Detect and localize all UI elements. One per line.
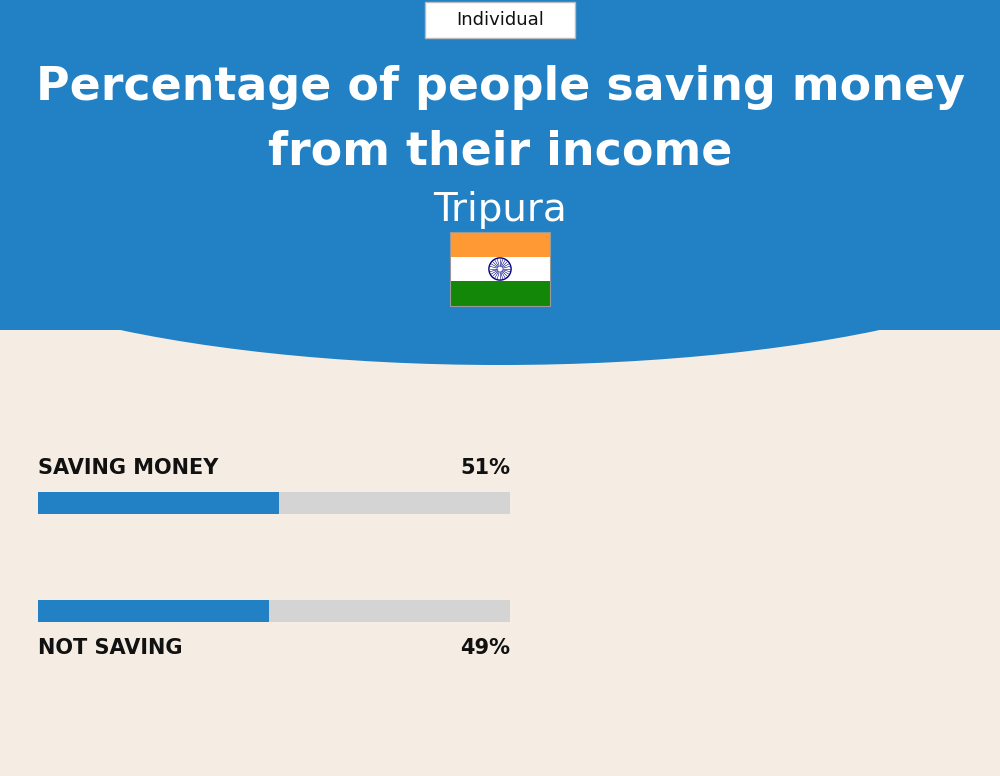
Bar [38, 492, 510, 514]
Bar [0, 0, 1000, 330]
Text: Individual: Individual [456, 11, 544, 29]
FancyBboxPatch shape [425, 2, 575, 38]
Text: Tripura: Tripura [433, 191, 567, 229]
Text: 49%: 49% [460, 638, 510, 658]
Bar [38, 600, 510, 622]
Ellipse shape [0, 55, 1000, 365]
Text: Percentage of people saving money: Percentage of people saving money [36, 65, 964, 110]
Bar [450, 232, 550, 257]
Bar [38, 600, 269, 622]
Text: 51%: 51% [460, 458, 510, 478]
Text: from their income: from their income [268, 130, 732, 175]
Bar [450, 257, 550, 282]
Bar [450, 282, 550, 306]
Bar [38, 492, 279, 514]
Bar [450, 232, 550, 306]
Text: NOT SAVING: NOT SAVING [38, 638, 182, 658]
Text: SAVING MONEY: SAVING MONEY [38, 458, 218, 478]
